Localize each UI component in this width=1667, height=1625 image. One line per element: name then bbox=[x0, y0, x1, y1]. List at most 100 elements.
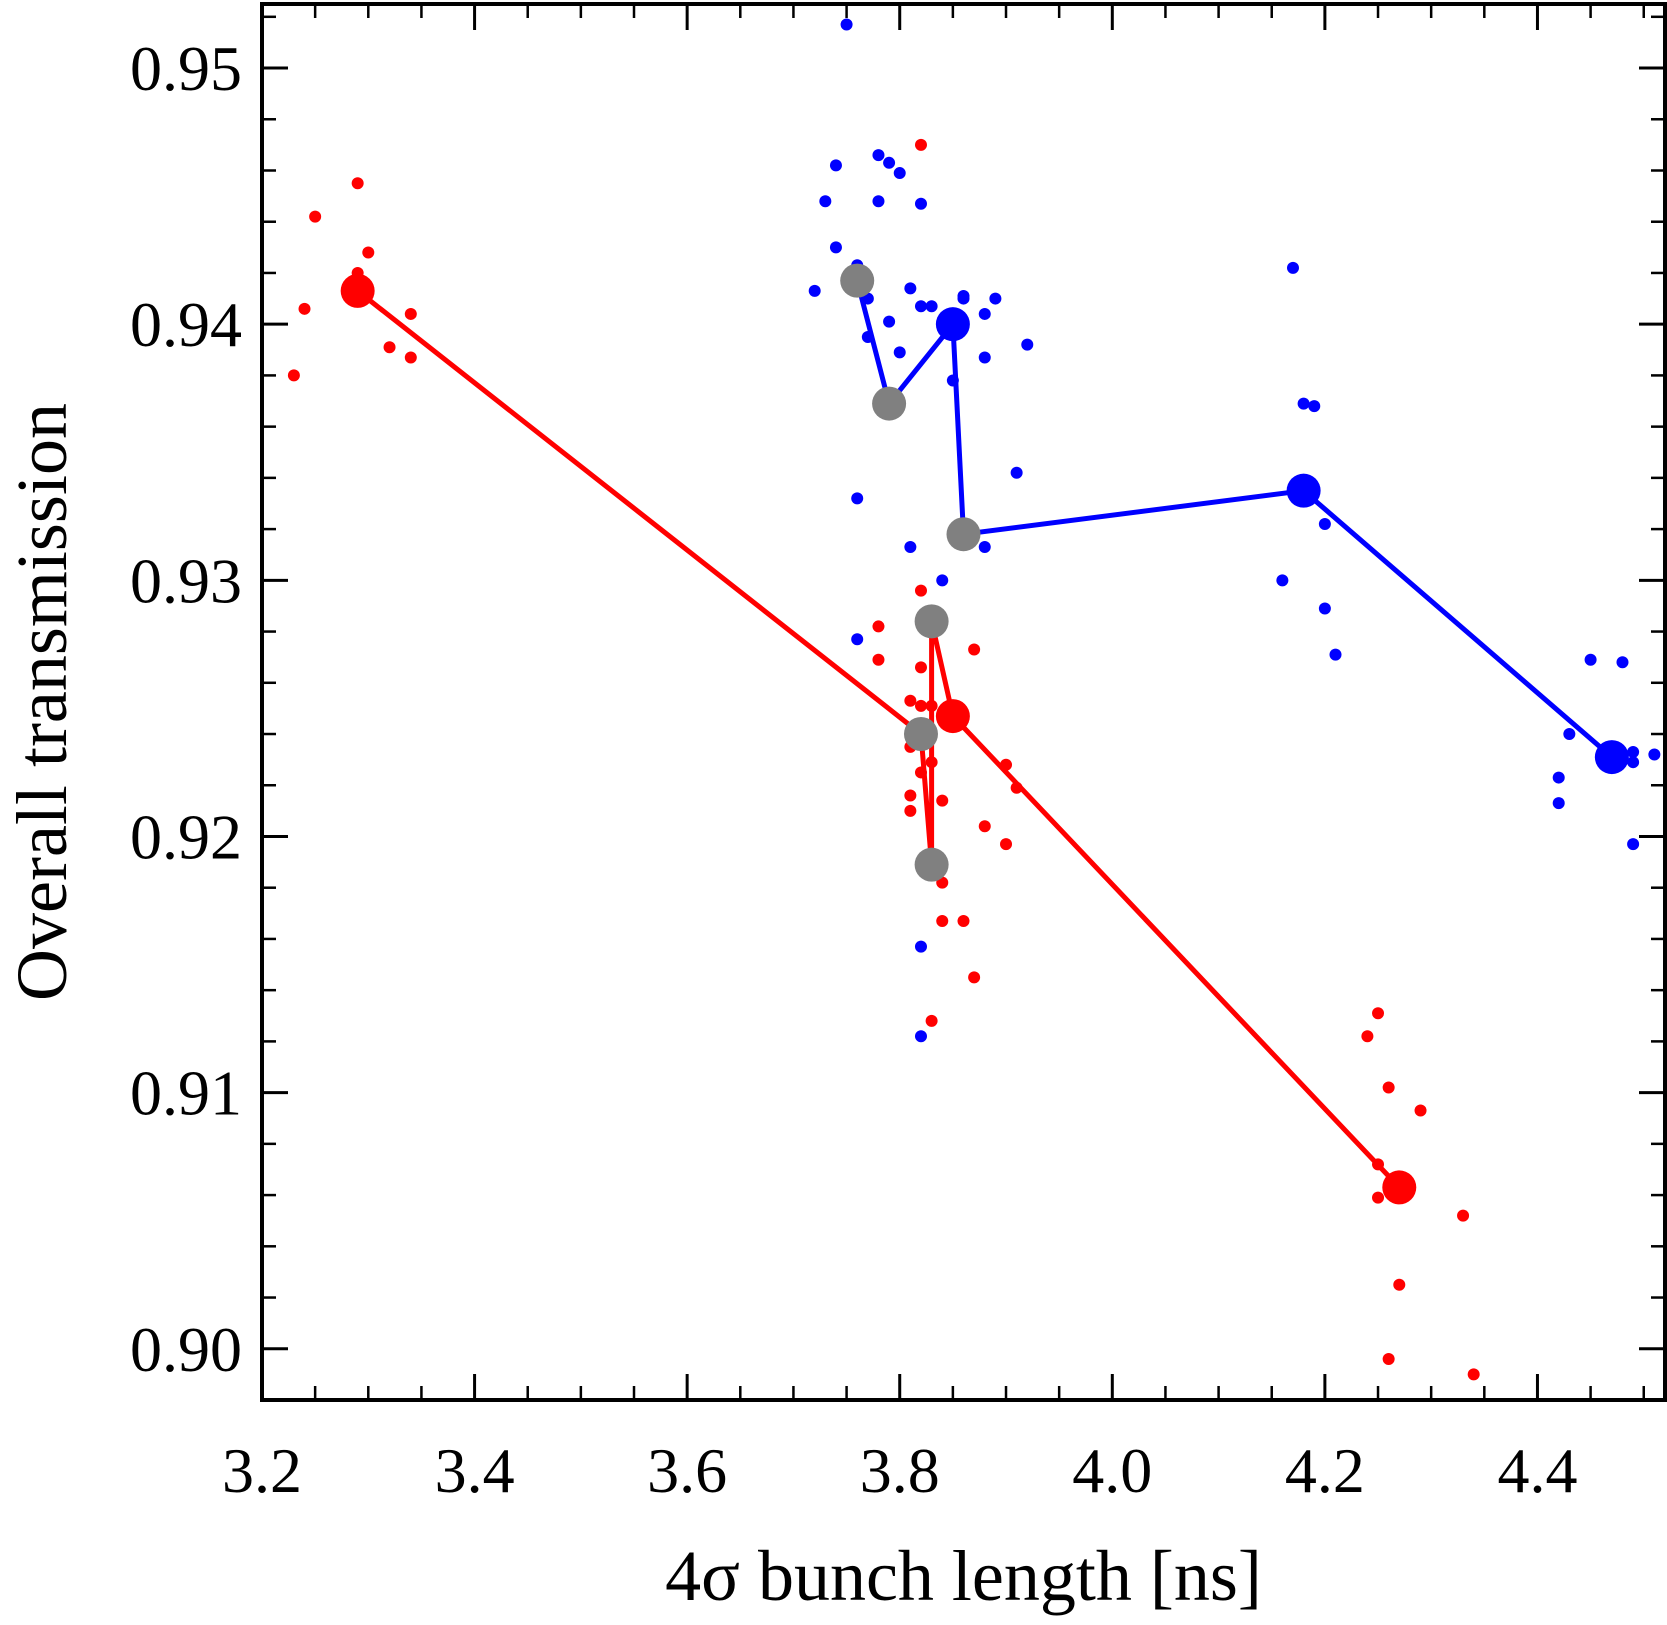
data-point bbox=[1552, 797, 1565, 810]
data-point bbox=[904, 282, 917, 295]
tick-labels: 3.2 3.4 3.6 3.8 4.0 4.2 4.4 0.90 0.91 0.92 0.93 0.9… bbox=[130, 33, 1577, 1506]
data-point bbox=[819, 195, 832, 208]
data-point bbox=[914, 197, 927, 210]
data-point bbox=[1627, 745, 1640, 758]
data-point bbox=[883, 315, 896, 328]
data-point bbox=[883, 156, 896, 169]
data-point bbox=[1584, 653, 1597, 666]
data-point bbox=[298, 302, 311, 315]
data-point bbox=[287, 369, 300, 382]
data-point bbox=[1372, 1191, 1385, 1204]
data-point bbox=[1276, 574, 1289, 587]
data-point bbox=[914, 1030, 927, 1043]
data-point bbox=[1361, 1030, 1374, 1043]
data-point bbox=[978, 351, 991, 364]
data-point bbox=[968, 643, 981, 656]
data-point bbox=[1372, 1158, 1385, 1171]
data-point bbox=[936, 915, 949, 928]
data-point bbox=[1382, 1353, 1395, 1366]
x-tick-label: 3.6 bbox=[647, 1435, 727, 1506]
mean-marker bbox=[840, 263, 875, 298]
data-point bbox=[936, 574, 949, 587]
data-point bbox=[957, 915, 970, 928]
data-point bbox=[840, 18, 853, 31]
data-point bbox=[978, 307, 991, 320]
data-point bbox=[914, 766, 927, 779]
data-point bbox=[1000, 758, 1013, 771]
data-point bbox=[872, 195, 885, 208]
data-point bbox=[851, 633, 864, 646]
data-point bbox=[1286, 261, 1299, 274]
data-point bbox=[1329, 648, 1342, 661]
data-point bbox=[851, 492, 864, 505]
data-point bbox=[978, 541, 991, 554]
y-tick-label: 0.90 bbox=[130, 1314, 242, 1385]
data-point bbox=[904, 789, 917, 802]
y-axis-title: Overall transmission bbox=[2, 403, 82, 1001]
data-point bbox=[872, 149, 885, 162]
mean-marker bbox=[872, 386, 907, 421]
data-point bbox=[1467, 1368, 1480, 1381]
axis-ticks bbox=[260, 4, 1665, 1402]
data-point bbox=[968, 971, 981, 984]
data-point bbox=[914, 940, 927, 953]
mean-markers bbox=[340, 263, 1629, 1205]
data-point bbox=[1382, 1081, 1395, 1094]
data-point bbox=[404, 351, 417, 364]
mean-marker bbox=[1594, 740, 1629, 775]
data-point bbox=[914, 300, 927, 313]
y-tick-label: 0.93 bbox=[130, 545, 242, 616]
data-point bbox=[1010, 781, 1023, 794]
x-tick-label: 4.2 bbox=[1285, 1435, 1365, 1506]
data-point bbox=[914, 138, 927, 151]
data-point bbox=[309, 210, 322, 223]
data-point bbox=[925, 1014, 938, 1027]
y-tick-label: 0.92 bbox=[130, 801, 242, 872]
data-point bbox=[914, 699, 927, 712]
data-point bbox=[1393, 1278, 1406, 1291]
data-point bbox=[1563, 728, 1576, 741]
data-point bbox=[978, 820, 991, 833]
data-point bbox=[1318, 602, 1331, 615]
y-tick-label: 0.95 bbox=[130, 33, 242, 104]
data-point bbox=[861, 330, 874, 343]
data-point bbox=[1457, 1209, 1470, 1222]
x-axis-title: 4σ bunch length [ns] bbox=[665, 1536, 1262, 1616]
data-point bbox=[893, 167, 906, 180]
data-point bbox=[904, 804, 917, 817]
data-point bbox=[1297, 397, 1310, 410]
data-point bbox=[1627, 838, 1640, 851]
data-point bbox=[1308, 400, 1321, 413]
data-point bbox=[808, 284, 821, 297]
mean-marker bbox=[1286, 473, 1321, 508]
y-tick-label: 0.94 bbox=[130, 289, 242, 360]
data-point bbox=[1318, 517, 1331, 530]
data-point bbox=[872, 653, 885, 666]
data-points bbox=[287, 18, 1661, 1381]
data-point bbox=[404, 307, 417, 320]
mean-marker bbox=[946, 517, 981, 552]
mean-marker bbox=[914, 604, 949, 639]
data-point bbox=[829, 159, 842, 172]
data-point bbox=[1372, 1007, 1385, 1020]
data-point bbox=[946, 374, 959, 387]
x-tick-label: 3.8 bbox=[860, 1435, 940, 1506]
data-point bbox=[914, 661, 927, 674]
plot-frame bbox=[260, 2, 1667, 1402]
y-tick-label: 0.91 bbox=[130, 1058, 242, 1129]
mean-marker bbox=[903, 717, 938, 752]
series-line bbox=[854, 279, 1614, 759]
x-tick-label: 3.4 bbox=[435, 1435, 515, 1506]
data-point bbox=[829, 241, 842, 254]
data-point bbox=[1616, 656, 1629, 669]
data-point bbox=[872, 620, 885, 633]
data-point bbox=[925, 300, 938, 313]
data-point bbox=[904, 694, 917, 707]
data-point bbox=[1000, 838, 1013, 851]
data-point bbox=[1552, 771, 1565, 784]
data-point bbox=[925, 699, 938, 712]
mean-marker bbox=[1382, 1170, 1417, 1205]
mean-marker bbox=[935, 699, 970, 734]
data-point bbox=[1010, 466, 1023, 479]
data-point bbox=[351, 177, 364, 190]
